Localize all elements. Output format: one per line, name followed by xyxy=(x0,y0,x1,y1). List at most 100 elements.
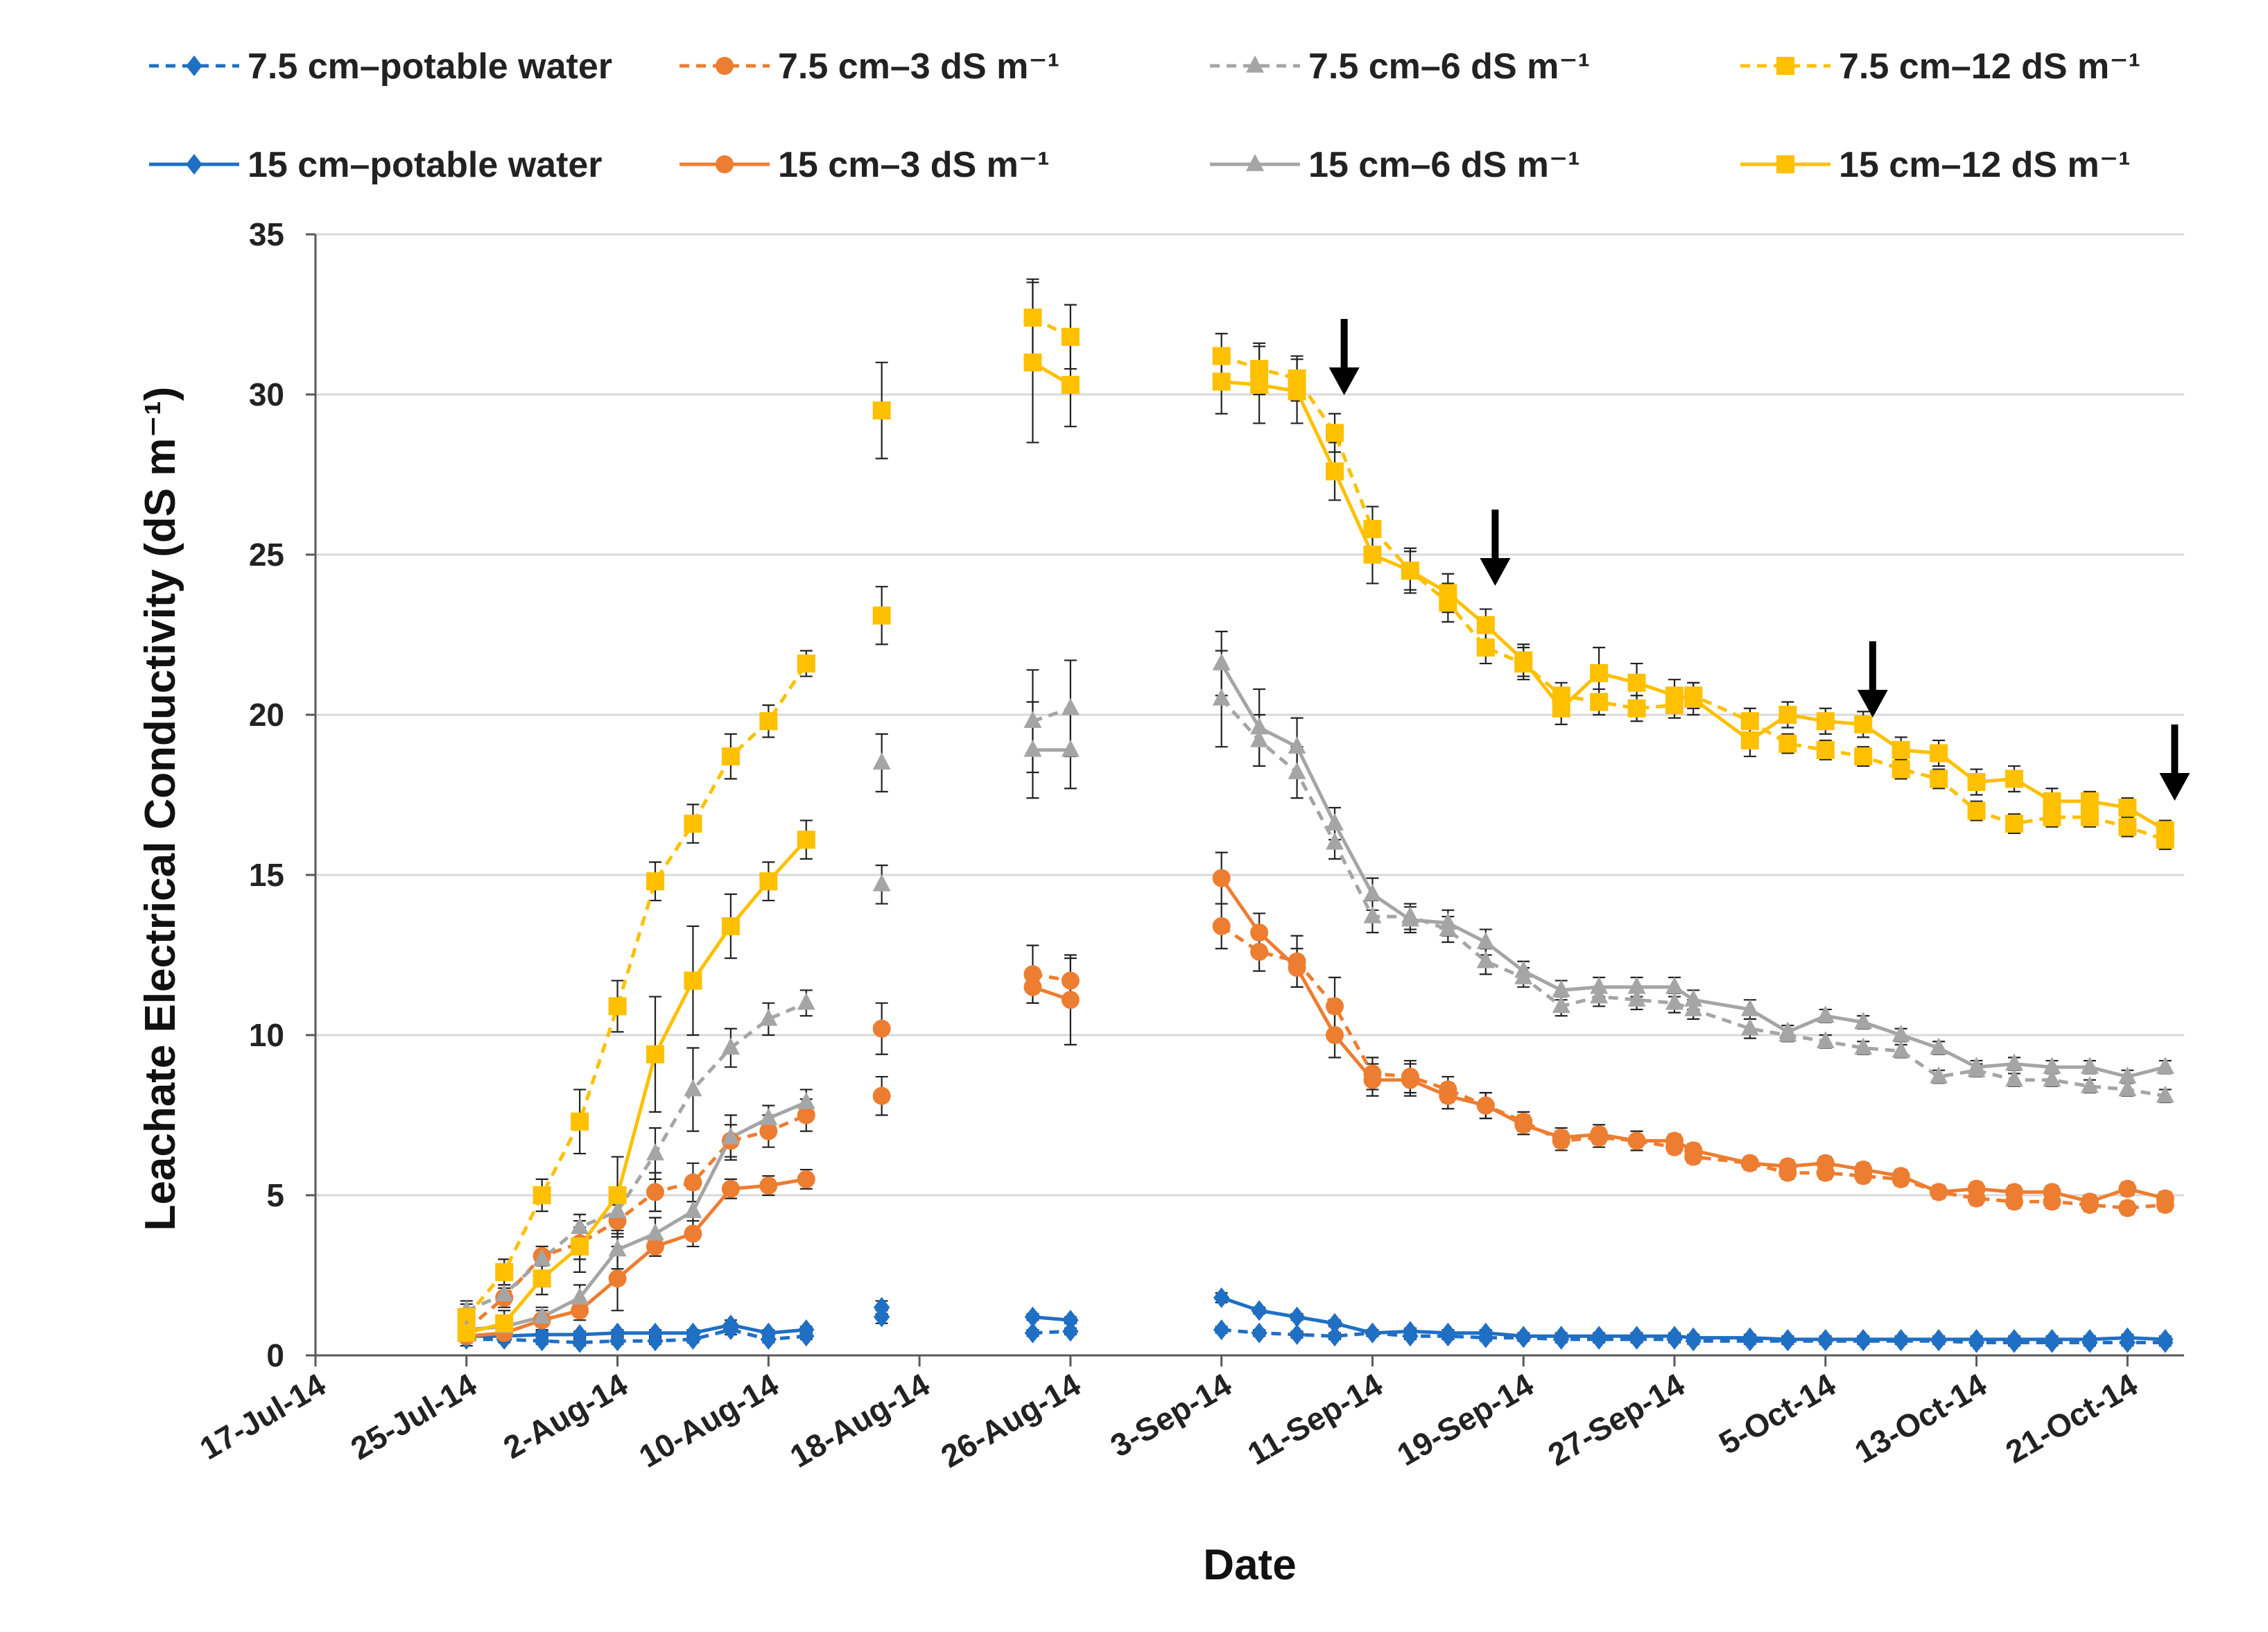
data-point xyxy=(1930,744,1948,763)
data-point xyxy=(1930,1328,1947,1350)
data-point xyxy=(533,1324,551,1345)
data-point xyxy=(684,1079,702,1097)
data-point xyxy=(608,1186,627,1204)
data-point xyxy=(872,752,891,770)
data-point xyxy=(1326,424,1344,442)
data-point xyxy=(1930,1037,1948,1055)
data-point xyxy=(646,1143,664,1161)
data-point xyxy=(1685,1327,1702,1348)
annotation-arrows xyxy=(1328,319,2190,801)
y-tick-label: 15 xyxy=(249,857,284,893)
data-point xyxy=(1326,997,1344,1016)
data-point xyxy=(759,1122,778,1140)
data-point xyxy=(571,1324,588,1345)
data-point xyxy=(2118,1199,2137,1217)
data-point xyxy=(872,1086,891,1105)
data-point xyxy=(1439,1322,1457,1344)
data-point xyxy=(684,1224,702,1243)
data-point xyxy=(1326,832,1344,850)
legend-marker xyxy=(1776,57,1794,75)
data-point xyxy=(571,1217,589,1234)
series-line-3 xyxy=(465,662,808,1319)
data-point xyxy=(1062,1310,1079,1331)
data-point xyxy=(2043,1057,2061,1074)
data-point xyxy=(721,1179,740,1198)
data-point xyxy=(1023,353,1042,372)
data-point xyxy=(2005,1183,2023,1201)
data-point xyxy=(1476,932,1495,949)
series-line-2 xyxy=(465,1001,807,1312)
data-point xyxy=(1023,309,1042,327)
data-point xyxy=(495,1284,514,1301)
y-tick-label: 10 xyxy=(249,1017,284,1053)
legend-label: 15 cm–12 dS m⁻¹ xyxy=(1839,145,2131,185)
data-point xyxy=(1326,813,1344,831)
data-point xyxy=(571,1287,589,1305)
data-point xyxy=(1892,1167,1910,1186)
data-point xyxy=(1854,1037,1873,1055)
data-point xyxy=(1363,906,1382,923)
data-point xyxy=(1684,999,1703,1016)
data-point xyxy=(684,815,702,833)
y-tick-label: 5 xyxy=(266,1177,284,1213)
data-point xyxy=(797,831,815,849)
data-point xyxy=(1855,1328,1871,1350)
data-point xyxy=(1552,1326,1570,1347)
data-point xyxy=(495,1314,514,1332)
data-point xyxy=(759,872,778,891)
x-tick-label: 25-Jul-14 xyxy=(345,1366,483,1466)
data-point xyxy=(1212,917,1231,935)
data-point xyxy=(1740,1018,1759,1036)
data-point xyxy=(721,1127,740,1145)
data-point xyxy=(571,1237,589,1256)
data-point xyxy=(1590,986,1609,1004)
data-point xyxy=(1627,699,1646,718)
data-point xyxy=(1212,653,1231,670)
data-point xyxy=(1213,1287,1230,1308)
legend-label: 7.5 cm–3 dS m⁻¹ xyxy=(778,46,1059,87)
series-line-6 xyxy=(466,1100,807,1332)
x-axis-title: Date xyxy=(1203,1541,1296,1589)
legend-marker xyxy=(716,57,734,75)
data-point xyxy=(1892,1041,1910,1058)
data-point xyxy=(1816,1005,1835,1023)
data-point xyxy=(1817,1328,1834,1350)
data-point xyxy=(1627,989,1646,1007)
error-bars xyxy=(460,278,2172,1347)
series-line-4 xyxy=(466,1323,807,1338)
legend-marker xyxy=(1246,154,1264,171)
data-point xyxy=(2080,1192,2099,1211)
legend-label: 15 cm–potable water xyxy=(248,145,603,185)
x-tick-label: 18-Aug-14 xyxy=(784,1366,936,1474)
data-point xyxy=(1892,740,1910,759)
legend-label: 7.5 cm–6 dS m⁻¹ xyxy=(1308,46,1590,87)
data-point xyxy=(1363,520,1382,539)
series-line-7 xyxy=(466,838,808,1335)
data-point xyxy=(759,1108,778,1125)
data-point xyxy=(1251,1322,1267,1344)
data-point xyxy=(1740,712,1759,731)
data-point xyxy=(1476,616,1495,634)
y-axis-ticks: 0 5 10 15 20 25 30 35 xyxy=(249,216,315,1373)
data-point xyxy=(647,1322,664,1344)
data-point xyxy=(1363,546,1382,564)
data-point xyxy=(457,1323,476,1342)
data-point xyxy=(2005,770,2023,788)
data-point xyxy=(1778,734,1797,753)
data-point xyxy=(1628,1326,1645,1347)
data-point xyxy=(872,874,891,892)
data-point xyxy=(2118,798,2137,817)
legend-label: 7.5 cm–potable water xyxy=(248,46,612,87)
data-point xyxy=(1288,1306,1306,1328)
data-point xyxy=(1627,673,1646,692)
data-point xyxy=(1326,1312,1343,1334)
data-point xyxy=(1816,1154,1835,1172)
legend-marker xyxy=(186,55,202,76)
data-point xyxy=(2043,808,2061,826)
y-tick-label: 35 xyxy=(249,216,284,252)
legend-marker xyxy=(716,155,734,173)
data-point xyxy=(1742,1327,1758,1348)
data-point xyxy=(1326,1026,1344,1044)
data-point xyxy=(1854,1161,1873,1179)
data-point xyxy=(2080,1075,2099,1093)
